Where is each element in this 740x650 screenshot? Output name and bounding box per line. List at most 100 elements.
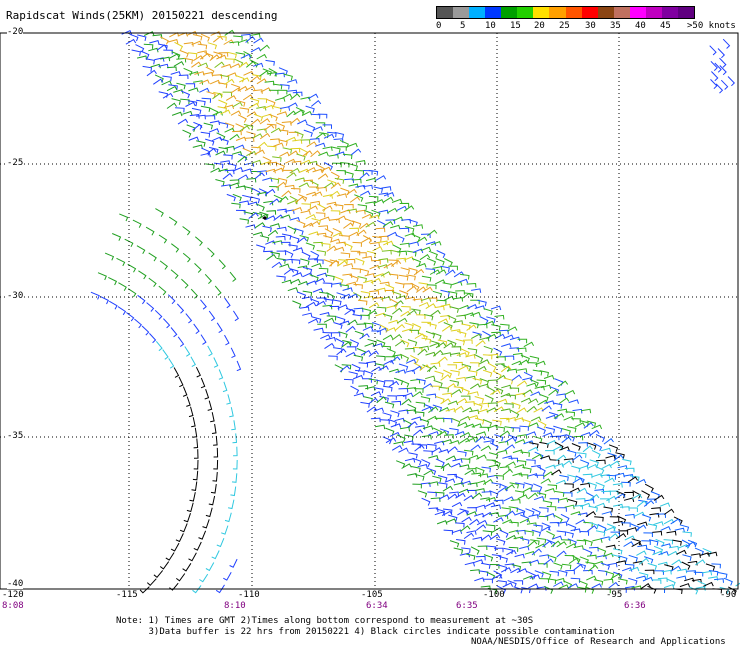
wind-barb xyxy=(376,339,386,347)
wind-barb xyxy=(514,439,526,444)
wind-barb xyxy=(411,308,421,315)
wind-barbs xyxy=(90,29,740,595)
wind-barb xyxy=(230,486,237,497)
wind-barb xyxy=(273,194,283,203)
wind-barb xyxy=(191,417,196,428)
wind-barb xyxy=(290,235,300,243)
wind-barb xyxy=(527,473,539,478)
wind-barb xyxy=(232,101,243,108)
wind-barb xyxy=(215,584,225,594)
wind-barb xyxy=(275,122,286,130)
wind-barb xyxy=(714,578,724,583)
wind-barb xyxy=(506,534,517,541)
wind-barb xyxy=(456,352,468,357)
wind-barb xyxy=(512,472,523,477)
wind-barb xyxy=(622,458,632,466)
wind-barb xyxy=(485,524,496,530)
wind-barb xyxy=(237,174,249,180)
wind-barb xyxy=(171,243,180,253)
wind-barb xyxy=(376,355,386,361)
wind-barb xyxy=(186,396,191,407)
wind-barb xyxy=(243,70,254,76)
wind-barb xyxy=(349,227,359,233)
wind-barb xyxy=(176,82,186,90)
wind-barb xyxy=(400,353,410,362)
wind-barb xyxy=(352,220,362,228)
wind-barb xyxy=(509,482,519,489)
wind-barb xyxy=(477,545,488,551)
wind-barb xyxy=(265,168,276,174)
wind-barb xyxy=(183,67,193,76)
wind-barb xyxy=(580,502,591,508)
wind-barb xyxy=(628,554,638,562)
wind-barb xyxy=(443,529,454,535)
wind-barb xyxy=(543,558,554,566)
wind-barb xyxy=(471,472,482,478)
wind-barb xyxy=(660,526,671,531)
wind-barb xyxy=(591,449,601,459)
wind-barb xyxy=(490,504,501,510)
wind-barb xyxy=(210,412,215,423)
wind-barb xyxy=(443,369,453,378)
wind-barb xyxy=(538,515,549,521)
wind-barb xyxy=(522,575,534,580)
wind-barb xyxy=(441,325,453,332)
wind-barb xyxy=(218,369,224,380)
wind-barb xyxy=(230,110,242,116)
wind-barb xyxy=(434,491,445,498)
wind-barb xyxy=(437,339,448,346)
wind-barb xyxy=(190,356,196,368)
time-label: 8:10 xyxy=(224,601,246,611)
wind-barb xyxy=(381,186,392,191)
wind-barb xyxy=(600,562,611,570)
wind-barb xyxy=(426,467,437,476)
wind-barb xyxy=(472,377,482,385)
wind-barb xyxy=(494,363,505,368)
wind-barb xyxy=(511,402,521,410)
wind-barb xyxy=(533,496,545,501)
wind-barb xyxy=(155,208,164,217)
wind-barb xyxy=(346,188,357,195)
wind-barb xyxy=(551,469,562,476)
wind-barb xyxy=(498,555,508,563)
wind-barb xyxy=(414,333,426,339)
wind-barb xyxy=(474,354,484,363)
wind-barb xyxy=(710,60,718,71)
wind-barb xyxy=(422,286,433,293)
wind-barb xyxy=(474,396,485,403)
wind-barb xyxy=(581,408,592,414)
wind-barb xyxy=(231,151,243,156)
wind-barb xyxy=(361,213,373,219)
wind-barb xyxy=(328,259,340,267)
wind-barb xyxy=(723,577,733,586)
wind-barb xyxy=(200,377,206,389)
notes: Note: 1) Times are GMT 2)Times along bot… xyxy=(116,616,615,638)
wind-barb xyxy=(722,38,731,49)
wind-barb xyxy=(682,531,692,537)
wind-barb xyxy=(529,378,539,387)
wind-barb xyxy=(213,162,224,169)
wind-barb xyxy=(508,457,518,463)
wind-barb xyxy=(342,263,354,268)
wind-barb xyxy=(521,561,532,566)
wind-barb xyxy=(436,299,447,305)
wind-barb xyxy=(727,76,736,87)
wind-barb xyxy=(589,521,599,530)
legend-label: 35 xyxy=(610,21,621,31)
wind-barb xyxy=(531,508,541,517)
wind-barb xyxy=(227,162,237,170)
wind-barb xyxy=(591,583,602,589)
wind-barb xyxy=(238,61,249,68)
wind-barb xyxy=(294,196,306,203)
wind-barb xyxy=(564,531,574,538)
wind-barb xyxy=(638,572,649,579)
wind-barb xyxy=(595,465,605,475)
wind-barb xyxy=(391,198,403,204)
wind-barb xyxy=(232,167,244,172)
wind-barb xyxy=(471,288,482,293)
wind-barb xyxy=(310,150,321,158)
wind-barb xyxy=(146,302,155,312)
wind-barb xyxy=(489,564,500,569)
wind-barb xyxy=(215,179,225,186)
